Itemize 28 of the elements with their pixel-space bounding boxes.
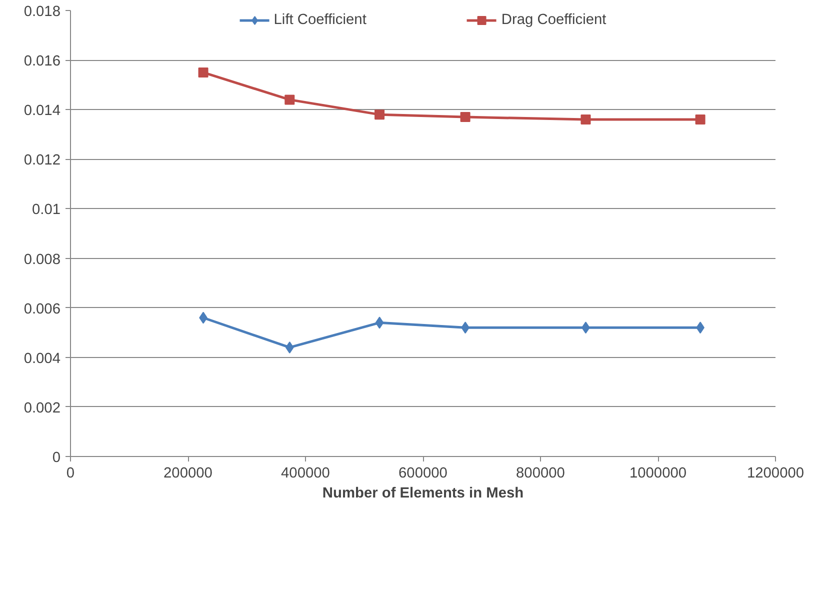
point [460, 112, 470, 122]
y-tick-label: 0 [52, 450, 61, 466]
legend-label: Drag Coefficient [501, 12, 606, 28]
x-tick-label: 400000 [281, 466, 330, 482]
x-axis-title: Number of Elements in Mesh [322, 486, 524, 502]
x-tick-label: 0 [66, 466, 75, 482]
y-tick-label: 0.01 [32, 202, 61, 218]
x-tick-label: 600000 [398, 466, 448, 482]
x-tick-label: 800000 [516, 466, 565, 482]
x-tick-label: 1200000 [746, 466, 804, 482]
point [285, 341, 294, 354]
y-tick-label: 0.004 [24, 350, 61, 367]
point [198, 67, 208, 78]
point [375, 316, 384, 329]
y-tick-label: 0.018 [24, 4, 61, 20]
point [580, 114, 591, 125]
y-tick-label: 0.016 [24, 54, 61, 70]
legend-label: Lift Coefficient [274, 12, 366, 28]
x-tick-label: 1000000 [629, 466, 687, 482]
point [374, 110, 385, 120]
y-tick-label: 0.014 [24, 103, 61, 120]
y-tick-label: 0.006 [24, 301, 61, 318]
point [695, 114, 706, 125]
y-tick-label: 0.012 [24, 152, 61, 169]
x-tick-label: 200000 [164, 466, 212, 482]
point [284, 94, 295, 105]
y-tick-label: 0.008 [24, 252, 61, 268]
y-tick-label: 0.002 [24, 400, 61, 416]
